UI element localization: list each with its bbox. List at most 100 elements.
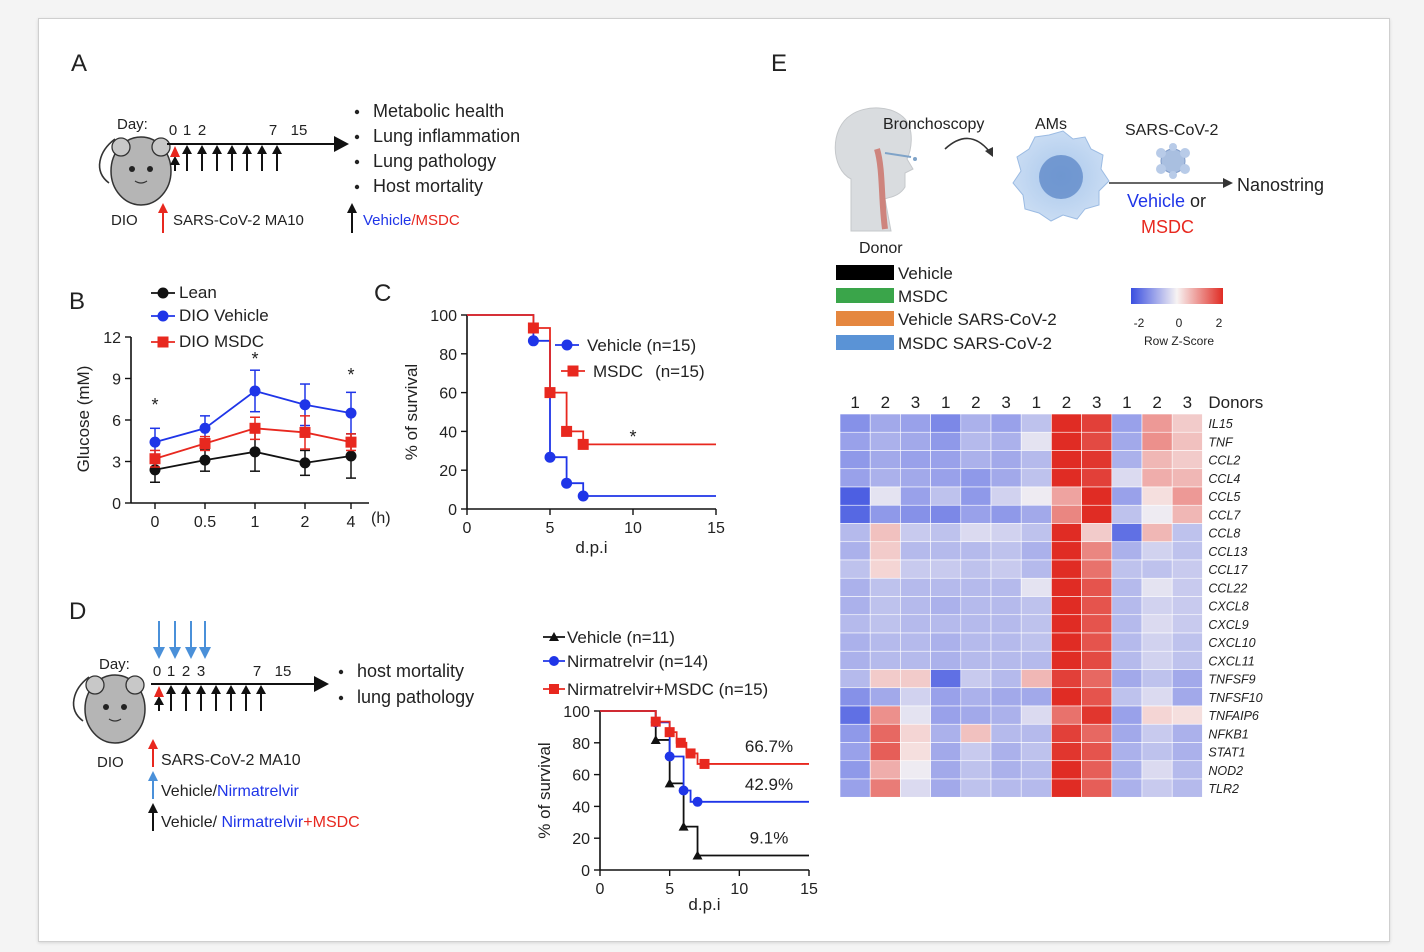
heatmap-cell	[930, 687, 962, 707]
heatmap-cell	[869, 650, 901, 670]
heatmap-cell	[869, 596, 901, 616]
heatmap-cell	[1171, 559, 1203, 579]
heatmap-cell	[1111, 723, 1143, 743]
heatmap-cell	[869, 504, 901, 524]
heatmap-cell	[900, 742, 931, 762]
heatmap-cell	[1051, 742, 1082, 762]
data-point	[577, 438, 589, 450]
survival-end-label: 42.9%	[745, 775, 793, 794]
heatmap-cell	[1171, 742, 1203, 762]
panel-a-mouse-label: DIO	[111, 212, 138, 229]
heatmap-cell	[960, 596, 992, 616]
heatmap-cell	[1111, 468, 1143, 488]
data-point	[678, 821, 689, 831]
red-arrow-icon	[148, 739, 158, 749]
legend-label: Lean	[179, 283, 217, 302]
treatment-arrow-icon-head	[256, 685, 266, 694]
treatment-arrow-icon-head	[154, 696, 164, 705]
treatment-arrow-icon-head	[241, 685, 251, 694]
gene-label: TNFSF9	[1208, 673, 1255, 687]
heatmap-cell	[1111, 742, 1143, 762]
donor-column-label: 1	[1032, 393, 1041, 412]
group-legend-label: Vehicle	[898, 264, 953, 283]
heatmap-cell	[1020, 468, 1052, 488]
x-tick-label: 10	[730, 881, 748, 898]
heatmap-cell	[1111, 431, 1143, 451]
heatmap-cell	[990, 742, 1022, 762]
heatmap-cell	[1020, 523, 1052, 543]
heatmap-cell	[1141, 504, 1173, 524]
heatmap-cell	[900, 650, 931, 670]
heatmap-cell	[930, 596, 962, 616]
day-tick-label: 7	[269, 122, 277, 139]
heatmap-cell	[1051, 669, 1082, 689]
heatmap-cell	[869, 760, 901, 780]
heatmap-cell	[1081, 705, 1113, 725]
x-tick-label: 15	[707, 520, 725, 537]
y-tick-label: 20	[439, 463, 457, 480]
group-legend-label: MSDC SARS-CoV-2	[898, 334, 1052, 353]
heatmap-cell	[1051, 687, 1082, 707]
heatmap-cell	[1020, 431, 1052, 451]
heatmap-cell	[930, 778, 962, 798]
panel-a-dosing-arrows	[170, 145, 282, 171]
heatmap-cell	[1141, 778, 1173, 798]
schematic-msdc: MSDC	[1141, 217, 1194, 237]
heatmap-cell	[1141, 632, 1173, 652]
data-point	[157, 310, 169, 322]
donor-column-label: 3	[1092, 393, 1101, 412]
heatmap-cell	[1081, 723, 1113, 743]
y-axis-label: % of survival	[535, 742, 554, 838]
heatmap-cell	[960, 504, 992, 524]
heatmap-cell	[1171, 650, 1203, 670]
gene-label: TNF	[1208, 435, 1234, 449]
heatmap-cell	[869, 468, 901, 488]
survival-curve-1	[467, 314, 716, 446]
legend-label: MSDC (n=15)	[593, 362, 705, 381]
heatmap-cell	[930, 486, 962, 506]
heatmap-cell	[839, 486, 871, 506]
panel-d-legend: SARS-CoV-2 MA10 Vehicle/Nirmatrelvir Veh…	[148, 739, 360, 831]
heatmap-cell	[1020, 742, 1052, 762]
y-tick-label: 40	[439, 424, 457, 441]
data-point	[549, 684, 559, 694]
heatmap-cell	[1020, 723, 1052, 743]
data-point	[544, 451, 556, 463]
panel-label-a: A	[71, 50, 87, 77]
heatmap-cell	[930, 614, 962, 634]
day-tick-label: 3	[197, 663, 205, 680]
data-point	[699, 758, 710, 769]
x-tick-label: 5	[546, 520, 555, 537]
heatmap-cell	[839, 450, 871, 470]
heatmap-cell	[930, 742, 962, 762]
heatmap-cell	[1141, 431, 1173, 451]
heatmap-cell	[900, 614, 931, 634]
data-point	[692, 850, 703, 860]
heatmap-cell	[1111, 687, 1143, 707]
heatmap-cell	[1020, 705, 1052, 725]
heatmap-cell	[1171, 468, 1203, 488]
panel-d-legend-nirmatrelvir: Vehicle/Nirmatrelvir	[161, 783, 299, 800]
outcome-item: lung pathology	[357, 687, 474, 707]
heatmap-cell	[839, 468, 871, 488]
heatmap-cell	[960, 705, 992, 725]
heatmap-cell	[1051, 760, 1082, 780]
data-point	[678, 785, 689, 796]
gene-label: STAT1	[1208, 746, 1245, 760]
schematic-vehicle-or: Vehicle or	[1127, 191, 1206, 211]
heatmap-cell	[900, 450, 931, 470]
heatmap-cell	[930, 669, 962, 689]
heatmap-cell	[839, 523, 871, 543]
heatmap-cell	[990, 723, 1022, 743]
heatmap-cell	[960, 778, 992, 798]
virus-icon	[1156, 143, 1190, 179]
group-legend-label: Vehicle SARS-CoV-2	[898, 310, 1057, 329]
data-point	[675, 737, 686, 748]
blue-arrow-icon	[148, 771, 158, 781]
heatmap-cell	[839, 669, 871, 689]
mouse-icon	[98, 136, 172, 206]
y-tick-label: 9	[112, 372, 121, 389]
heatmap-cell	[960, 723, 992, 743]
heatmap-cell	[960, 632, 992, 652]
gene-label: IL15	[1208, 417, 1232, 431]
